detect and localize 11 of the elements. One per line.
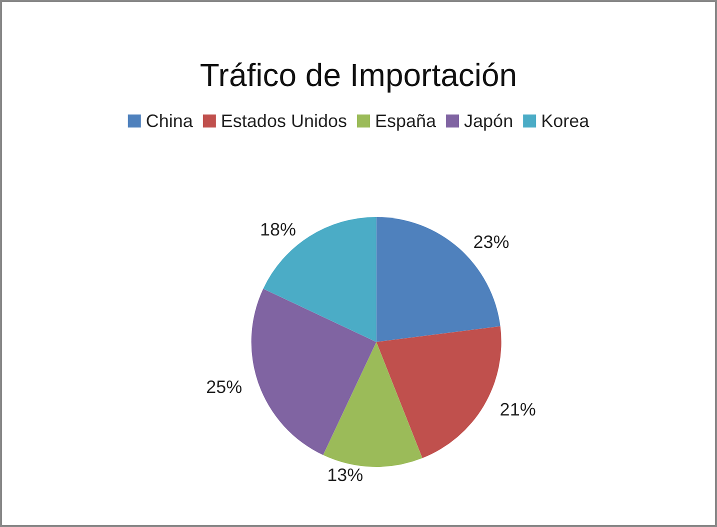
legend-label: Korea — [541, 111, 590, 131]
data-label: 23% — [473, 232, 510, 252]
data-label: 25% — [206, 377, 242, 397]
legend-label: China — [146, 111, 194, 131]
legend-label: Estados Unidos — [220, 111, 347, 131]
data-label: 13% — [327, 464, 364, 485]
chart-title: Tráfico de Importación — [200, 57, 518, 93]
data-label: 21% — [500, 400, 536, 420]
data-label: 18% — [260, 220, 296, 240]
legend-label: Japón — [464, 111, 514, 131]
legend-label: España — [374, 111, 438, 131]
